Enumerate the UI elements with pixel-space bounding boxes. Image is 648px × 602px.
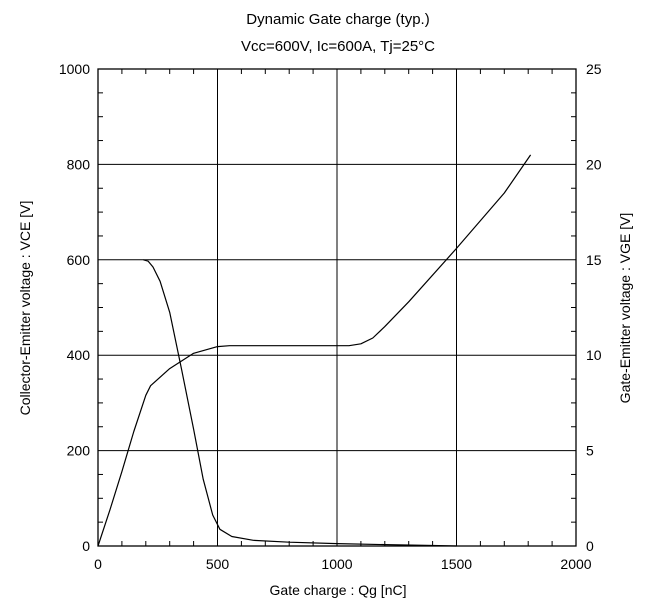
y-tick-label: 600 bbox=[67, 252, 91, 268]
y-tick-label: 800 bbox=[67, 156, 91, 172]
y2-tick-label: 25 bbox=[586, 61, 602, 77]
y-tick-label: 200 bbox=[67, 443, 91, 459]
y2-axis-label: Gate-Emitter voltage : VGE [V] bbox=[617, 213, 633, 404]
y2-tick-label: 20 bbox=[586, 156, 602, 172]
y-tick-label: 1000 bbox=[59, 61, 90, 77]
y2-tick-label: 0 bbox=[586, 538, 594, 554]
x-tick-label: 1000 bbox=[321, 556, 352, 572]
chart-title: Dynamic Gate charge (typ.) bbox=[246, 11, 429, 28]
series-lines bbox=[97, 154, 532, 547]
tick-labels: 0 500 1000 1500 2000 0 200 400 600 800 1000 0 5 10 15 2… bbox=[59, 61, 602, 572]
x-tick-label: 500 bbox=[206, 556, 230, 572]
x-tick-label: 2000 bbox=[560, 556, 591, 572]
y-tick-label: 400 bbox=[67, 347, 91, 363]
x-tick-label: 1500 bbox=[441, 556, 472, 572]
y-axis-label: Collector-Emitter voltage : VCE [V] bbox=[17, 201, 33, 416]
chart-subtitle: Vcc=600V, Ic=600A, Tj=25°C bbox=[241, 38, 435, 55]
y2-tick-label: 10 bbox=[586, 347, 602, 363]
x-axis-label: Gate charge : Qg [nC] bbox=[270, 582, 407, 598]
x-tick-label: 0 bbox=[94, 556, 102, 572]
grid-lines bbox=[98, 69, 576, 546]
vge-series-line bbox=[97, 154, 532, 547]
vce-series-line bbox=[143, 259, 457, 547]
y2-tick-label: 5 bbox=[586, 443, 594, 459]
y2-tick-label: 15 bbox=[586, 252, 602, 268]
y-tick-label: 0 bbox=[82, 538, 90, 554]
